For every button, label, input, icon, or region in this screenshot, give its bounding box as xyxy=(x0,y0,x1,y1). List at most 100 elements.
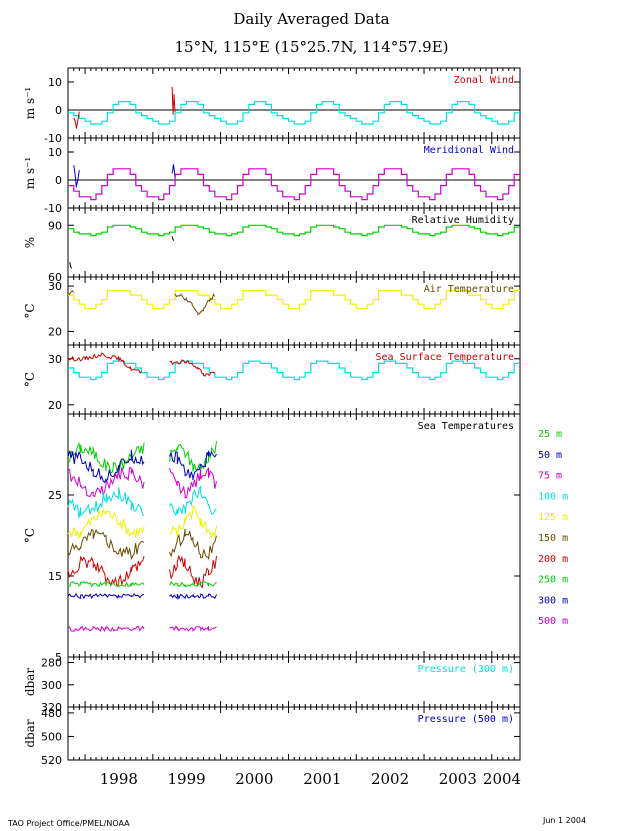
x-tick-label: 2001 xyxy=(303,770,341,788)
sea_surface_temperature-climatology-line xyxy=(68,360,520,381)
x-tick-label: 2003 xyxy=(439,770,477,788)
depth-line-100m xyxy=(169,485,217,517)
pressure-500m-ytick-label: 480 xyxy=(41,707,62,720)
relative_humidity-panel: 90 60% Relative Humidity xyxy=(23,207,521,284)
zonal_wind-observed-line xyxy=(171,86,176,115)
pressure-500m-ylabel: dbar xyxy=(23,719,37,748)
x-tick-label: 2002 xyxy=(371,770,409,788)
zonal_wind-ytick-label: 10 xyxy=(48,76,62,89)
air_temperature-panel: 30 20 °C Air Temperature xyxy=(23,276,521,346)
depth-line-300m xyxy=(169,593,217,600)
pressure-300m-panel: 280 300 320 dbar Pressure (300 m) xyxy=(23,656,521,714)
pressure-500m-ytick-label: 500 xyxy=(41,730,62,743)
footer-credit: TAO Project Office/PMEL/NOAA xyxy=(8,819,130,828)
pressure-500m-label: Pressure (500 m) xyxy=(418,714,514,725)
zonal_wind-ylabel: m s⁻¹ xyxy=(23,87,37,120)
sea-temperatures-ylabel: °C xyxy=(23,528,37,543)
depth-line-150m xyxy=(67,528,145,560)
depth-line-250m xyxy=(169,581,217,588)
depth-line-100m xyxy=(67,487,145,519)
air_temperature-ylabel: °C xyxy=(23,303,37,318)
x-tick-label: 2004 xyxy=(483,770,521,788)
relative_humidity-ylabel: % xyxy=(23,237,37,248)
depth-legend-entry: 200 m xyxy=(538,554,568,565)
depth-legend-entry: 300 m xyxy=(538,595,568,606)
sea_surface_temperature-ylabel: °C xyxy=(23,372,37,387)
sea_surface_temperature-panel: 30 20 °C Sea Surface Temperature xyxy=(23,344,521,415)
air_temperature-climatology-line xyxy=(68,290,520,310)
depth-legend-entry: 250 m xyxy=(538,575,568,586)
sea_surface_temperature-ytick-label: 20 xyxy=(48,399,62,412)
pressure-300m-ylabel: dbar xyxy=(23,668,37,697)
depth-legend-entry: 100 m xyxy=(538,491,568,502)
air_temperature-observed-line xyxy=(174,293,216,316)
x-tick-label: 1999 xyxy=(168,770,206,788)
sea_surface_temperature-observed-line xyxy=(169,359,215,377)
footer-date: Jun 1 2004 xyxy=(543,816,587,825)
air_temperature-ytick-label: 30 xyxy=(48,280,62,293)
depth-line-250m xyxy=(67,581,145,588)
depth-legend-entry: 500 m xyxy=(538,616,568,627)
air_temperature-observed-line xyxy=(67,289,75,295)
meridional_wind-panel: 10 0 -10 m s⁻¹ Meridional Wind xyxy=(23,137,521,215)
depth-line-500m xyxy=(169,625,217,632)
meridional_wind-ytick-label: 10 xyxy=(48,146,62,159)
pressure-300m-ytick-label: 280 xyxy=(41,657,62,670)
depth-line-50m xyxy=(67,449,145,484)
pressure-500m-ytick-label: 520 xyxy=(41,754,62,767)
sea-temperatures-panel: 25 15 5 °C Sea Temperatures 25 m 50 m 75 m 100 m… xyxy=(23,413,568,664)
depth-line-25m xyxy=(169,441,217,472)
depth-legend-entry: 75 m xyxy=(538,471,562,482)
depth-line-125m xyxy=(169,504,217,540)
pressure-500m-panel: 480 500 520 dbar Pressure (500 m) xyxy=(23,706,521,767)
sea_surface_temperature-ytick-label: 30 xyxy=(48,353,62,366)
pressure-300m-ytick-label: 300 xyxy=(41,679,62,692)
sea-temperatures-label: Sea Temperatures xyxy=(418,421,514,432)
sea-temperatures-ytick-label: 5 xyxy=(55,651,62,664)
sea-temperatures-ytick-label: 25 xyxy=(48,489,62,502)
zonal_wind-frame xyxy=(67,67,521,139)
pressure-300m-ytick-label: 320 xyxy=(41,701,62,714)
depth-legend-entry: 25 m xyxy=(538,429,562,440)
meridional_wind-label: Meridional Wind xyxy=(424,145,514,156)
pressure-300m-label: Pressure (300 m) xyxy=(418,664,514,675)
meridional_wind-ytick-label: -10 xyxy=(44,202,62,215)
zonal_wind-panel: 10 0 -10 m s⁻¹ Zonal Wind xyxy=(23,67,521,145)
relative_humidity-ytick-label: 60 xyxy=(48,271,62,284)
depth-line-150m xyxy=(169,528,217,560)
page-subtitle: 15°N, 115°E (15°25.7N, 114°57.9E) xyxy=(174,38,449,56)
depth-line-300m xyxy=(67,592,145,600)
zonal_wind-label: Zonal Wind xyxy=(454,75,514,86)
meridional_wind-observed-line xyxy=(171,164,176,178)
depth-legend-entry: 50 m xyxy=(538,450,562,461)
relative_humidity-climatology-line xyxy=(68,224,520,237)
depth-line-500m xyxy=(67,625,145,633)
meridional_wind-ylabel: m s⁻¹ xyxy=(23,157,37,190)
depth-line-75m xyxy=(67,466,145,498)
sea-temperatures-ytick-label: 15 xyxy=(48,570,62,583)
depth-line-50m xyxy=(169,450,217,481)
zonal_wind-observed-line xyxy=(73,111,80,129)
depth-legend-entry: 125 m xyxy=(538,512,568,523)
depth-line-75m xyxy=(169,466,217,499)
depth-line-200m xyxy=(169,554,217,589)
relative_humidity-observed-line xyxy=(69,262,72,269)
relative_humidity-ytick-label: 90 xyxy=(48,219,62,232)
x-tick-label: 2000 xyxy=(235,770,273,788)
x-tick-label: 1998 xyxy=(100,770,138,788)
zonal_wind-ytick-label: -10 xyxy=(44,132,62,145)
zonal_wind-climatology-line xyxy=(68,101,520,125)
sea_surface_temperature-observed-line xyxy=(67,352,142,374)
depth-line-125m xyxy=(67,508,145,539)
zonal_wind-ytick-label: 0 xyxy=(55,104,62,117)
relative_humidity-observed-line xyxy=(171,236,175,241)
sea_surface_temperature-label: Sea Surface Temperature xyxy=(376,352,514,363)
air_temperature-ytick-label: 20 xyxy=(48,325,62,338)
meridional_wind-observed-line xyxy=(73,165,80,188)
relative_humidity-label: Relative Humidity xyxy=(412,215,514,226)
depth-legend-entry: 150 m xyxy=(538,533,568,544)
air_temperature-label: Air Temperature xyxy=(424,284,514,295)
meridional_wind-climatology-line xyxy=(68,168,520,201)
page-title: Daily Averaged Data xyxy=(233,10,390,28)
